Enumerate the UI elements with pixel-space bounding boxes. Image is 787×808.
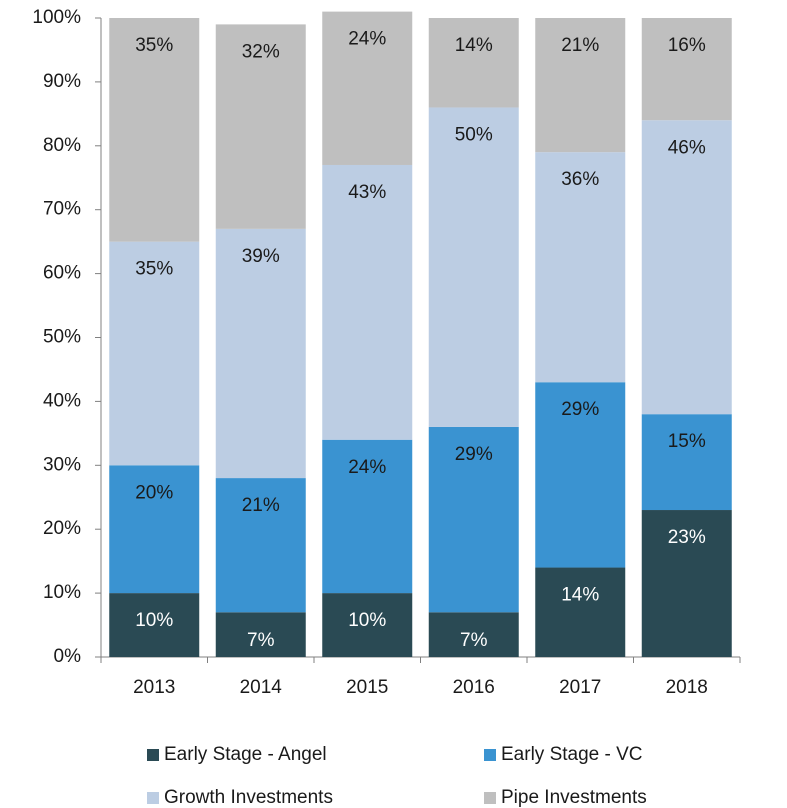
bar-segment [641, 414, 732, 511]
value-label: 23% [668, 527, 706, 548]
y-tick-label: 50% [43, 327, 81, 348]
value-label: 15% [668, 431, 706, 452]
x-tick-label: 2015 [346, 677, 388, 698]
value-label: 43% [348, 182, 386, 203]
value-label: 7% [460, 630, 488, 651]
value-label: 36% [561, 169, 599, 190]
legend-label: Growth Investments [164, 787, 333, 808]
value-label: 29% [561, 399, 599, 420]
bar-segment [109, 241, 200, 466]
legend-label: Pipe Investments [501, 787, 647, 808]
legend-swatch [147, 749, 159, 761]
bar-segment [109, 593, 200, 657]
value-label: 7% [247, 630, 275, 651]
legend-swatch [147, 792, 159, 804]
value-label: 50% [455, 124, 493, 145]
bar-segment [215, 228, 306, 479]
x-tick-label: 2018 [666, 677, 708, 698]
value-label: 21% [561, 35, 599, 56]
legend-swatch [484, 749, 496, 761]
bar-segment [215, 612, 306, 657]
x-tick-label: 2016 [453, 677, 495, 698]
value-label: 14% [455, 35, 493, 56]
y-tick-label: 20% [43, 518, 81, 539]
bar-segment [428, 107, 519, 427]
value-label: 35% [135, 35, 173, 56]
bar-segment [535, 382, 626, 568]
x-tick-label: 2014 [240, 677, 283, 698]
x-tick-label: 2017 [559, 677, 601, 698]
x-tick-label: 2013 [133, 677, 175, 698]
y-tick-label: 70% [43, 199, 81, 220]
bar-segment [535, 567, 626, 657]
value-label: 46% [668, 137, 706, 158]
value-label: 24% [348, 457, 386, 478]
y-tick-label: 10% [43, 582, 81, 603]
value-label: 24% [348, 29, 386, 50]
bar-segment [322, 164, 413, 440]
legend-label: Early Stage - Angel [164, 744, 327, 765]
bar-segment [428, 612, 519, 657]
y-tick-label: 60% [43, 263, 81, 284]
bar-segment [215, 24, 306, 229]
bar-segment [322, 593, 413, 657]
bar-segment [109, 18, 200, 242]
bar-segment [641, 18, 732, 121]
y-tick-label: 40% [43, 390, 81, 411]
value-label: 29% [455, 444, 493, 465]
bar-segment [641, 120, 732, 415]
value-label: 32% [242, 41, 280, 62]
value-label: 35% [135, 259, 173, 280]
y-tick-label: 90% [43, 71, 81, 92]
bar-segment [215, 478, 306, 613]
y-tick-label: 100% [32, 7, 81, 28]
bar-segment [428, 18, 519, 108]
value-label: 14% [561, 585, 599, 606]
bar-segment [535, 152, 626, 383]
bar-segment [322, 11, 413, 165]
legend-swatch [484, 792, 496, 804]
y-tick-label: 80% [43, 135, 81, 156]
bar-segment [428, 426, 519, 613]
value-label: 10% [135, 610, 173, 631]
bar-segment [641, 510, 732, 657]
bar-segment [322, 439, 413, 594]
bar-segment [535, 18, 626, 153]
y-tick-label: 30% [43, 454, 81, 475]
value-label: 20% [135, 482, 173, 503]
y-tick-label: 0% [54, 646, 82, 667]
value-label: 10% [348, 610, 386, 631]
legend-label: Early Stage - VC [501, 744, 643, 765]
value-label: 16% [668, 35, 706, 56]
value-label: 21% [242, 495, 280, 516]
bar-segment [109, 465, 200, 594]
value-label: 39% [242, 246, 280, 267]
